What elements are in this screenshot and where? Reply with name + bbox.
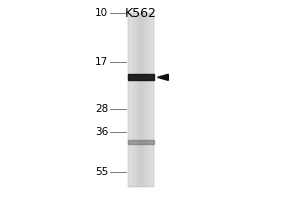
Bar	[137, 13, 138, 187]
Bar	[133, 13, 134, 187]
Bar	[143, 13, 144, 187]
Bar	[128, 13, 154, 187]
Bar	[148, 13, 149, 187]
Polygon shape	[158, 74, 168, 80]
Bar	[149, 13, 150, 187]
Text: 17: 17	[95, 57, 108, 67]
Bar	[128, 74, 154, 80]
Bar	[129, 13, 130, 187]
Text: 10: 10	[95, 8, 108, 18]
Bar	[150, 13, 151, 187]
Bar	[128, 13, 129, 187]
Bar	[147, 13, 148, 187]
Bar	[131, 13, 132, 187]
Text: 36: 36	[95, 127, 108, 137]
Bar	[130, 13, 131, 187]
Text: K562: K562	[125, 7, 157, 20]
Bar	[128, 140, 154, 144]
Bar	[135, 13, 136, 187]
Bar	[134, 13, 135, 187]
Bar	[153, 13, 154, 187]
Bar	[132, 13, 133, 187]
Bar	[144, 13, 145, 187]
Text: 28: 28	[95, 104, 108, 114]
Bar	[141, 13, 142, 187]
Bar	[145, 13, 146, 187]
Bar	[146, 13, 147, 187]
Bar	[140, 13, 141, 187]
Bar	[151, 13, 152, 187]
Bar	[142, 13, 143, 187]
Text: 55: 55	[95, 167, 108, 177]
Bar	[136, 13, 137, 187]
Bar	[139, 13, 140, 187]
Bar	[152, 13, 153, 187]
Bar	[138, 13, 139, 187]
